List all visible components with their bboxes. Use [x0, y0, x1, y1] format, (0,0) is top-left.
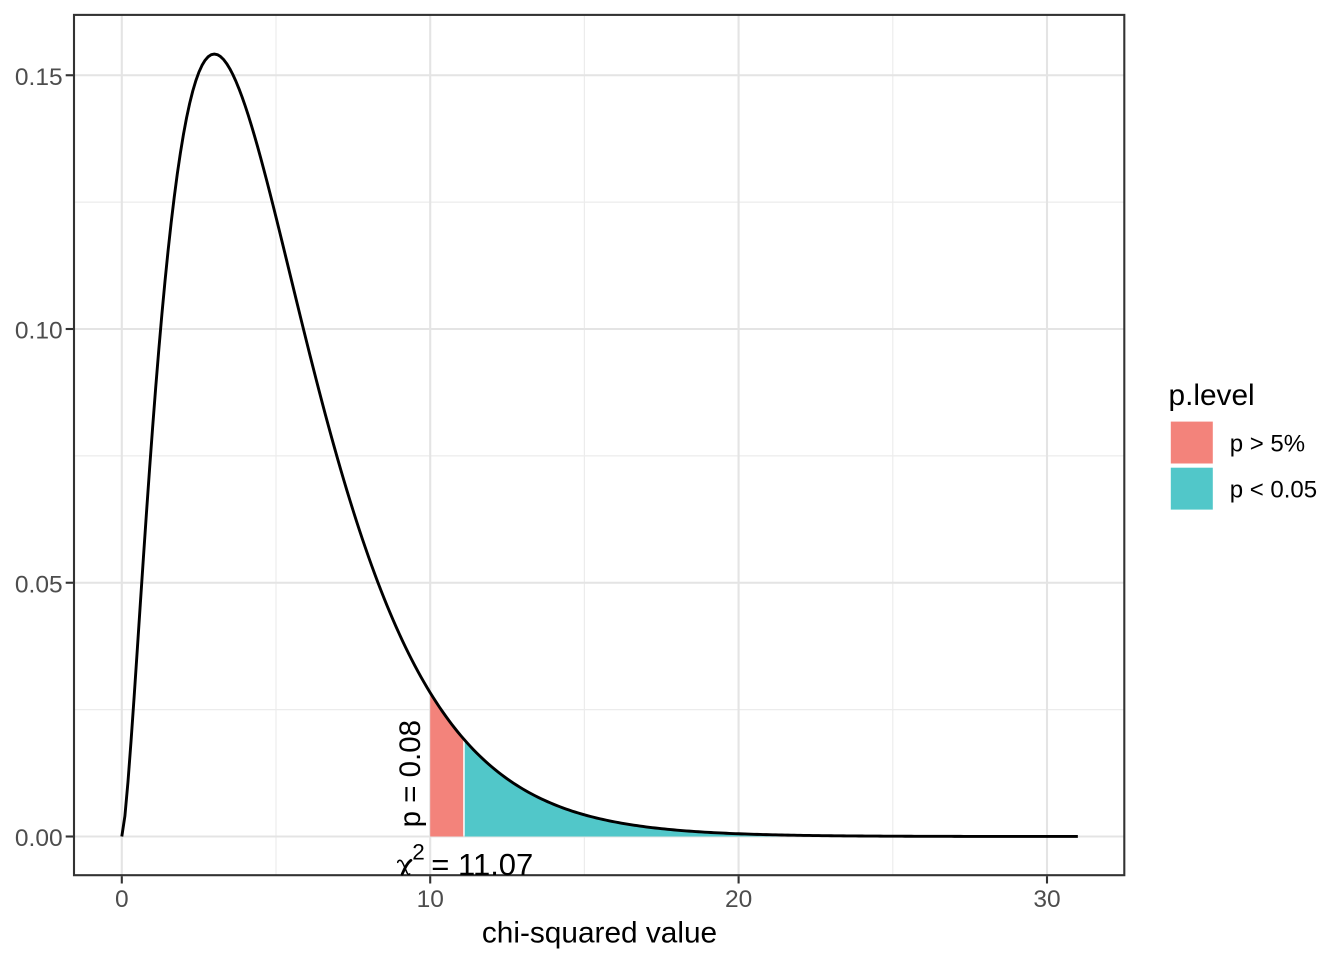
svg-text:0.05: 0.05 — [15, 571, 63, 598]
svg-text:0.00: 0.00 — [15, 825, 63, 852]
svg-text:p.level: p.level — [1169, 379, 1255, 412]
svg-text:p > 5%: p > 5% — [1230, 431, 1305, 458]
svg-text:30: 30 — [1033, 886, 1060, 913]
svg-text:0.15: 0.15 — [15, 64, 63, 91]
svg-text:0: 0 — [115, 886, 129, 913]
svg-text:0.10: 0.10 — [15, 318, 63, 345]
svg-text:2: 2 — [412, 839, 425, 864]
svg-text:20: 20 — [725, 886, 752, 913]
svg-text:= 11.07: = 11.07 — [431, 847, 533, 882]
svg-text:chi-squared value: chi-squared value — [482, 917, 717, 950]
svg-text:10: 10 — [417, 886, 444, 913]
svg-text:p < 0.05: p < 0.05 — [1230, 477, 1317, 504]
svg-text:p = 0.08: p = 0.08 — [394, 720, 427, 827]
